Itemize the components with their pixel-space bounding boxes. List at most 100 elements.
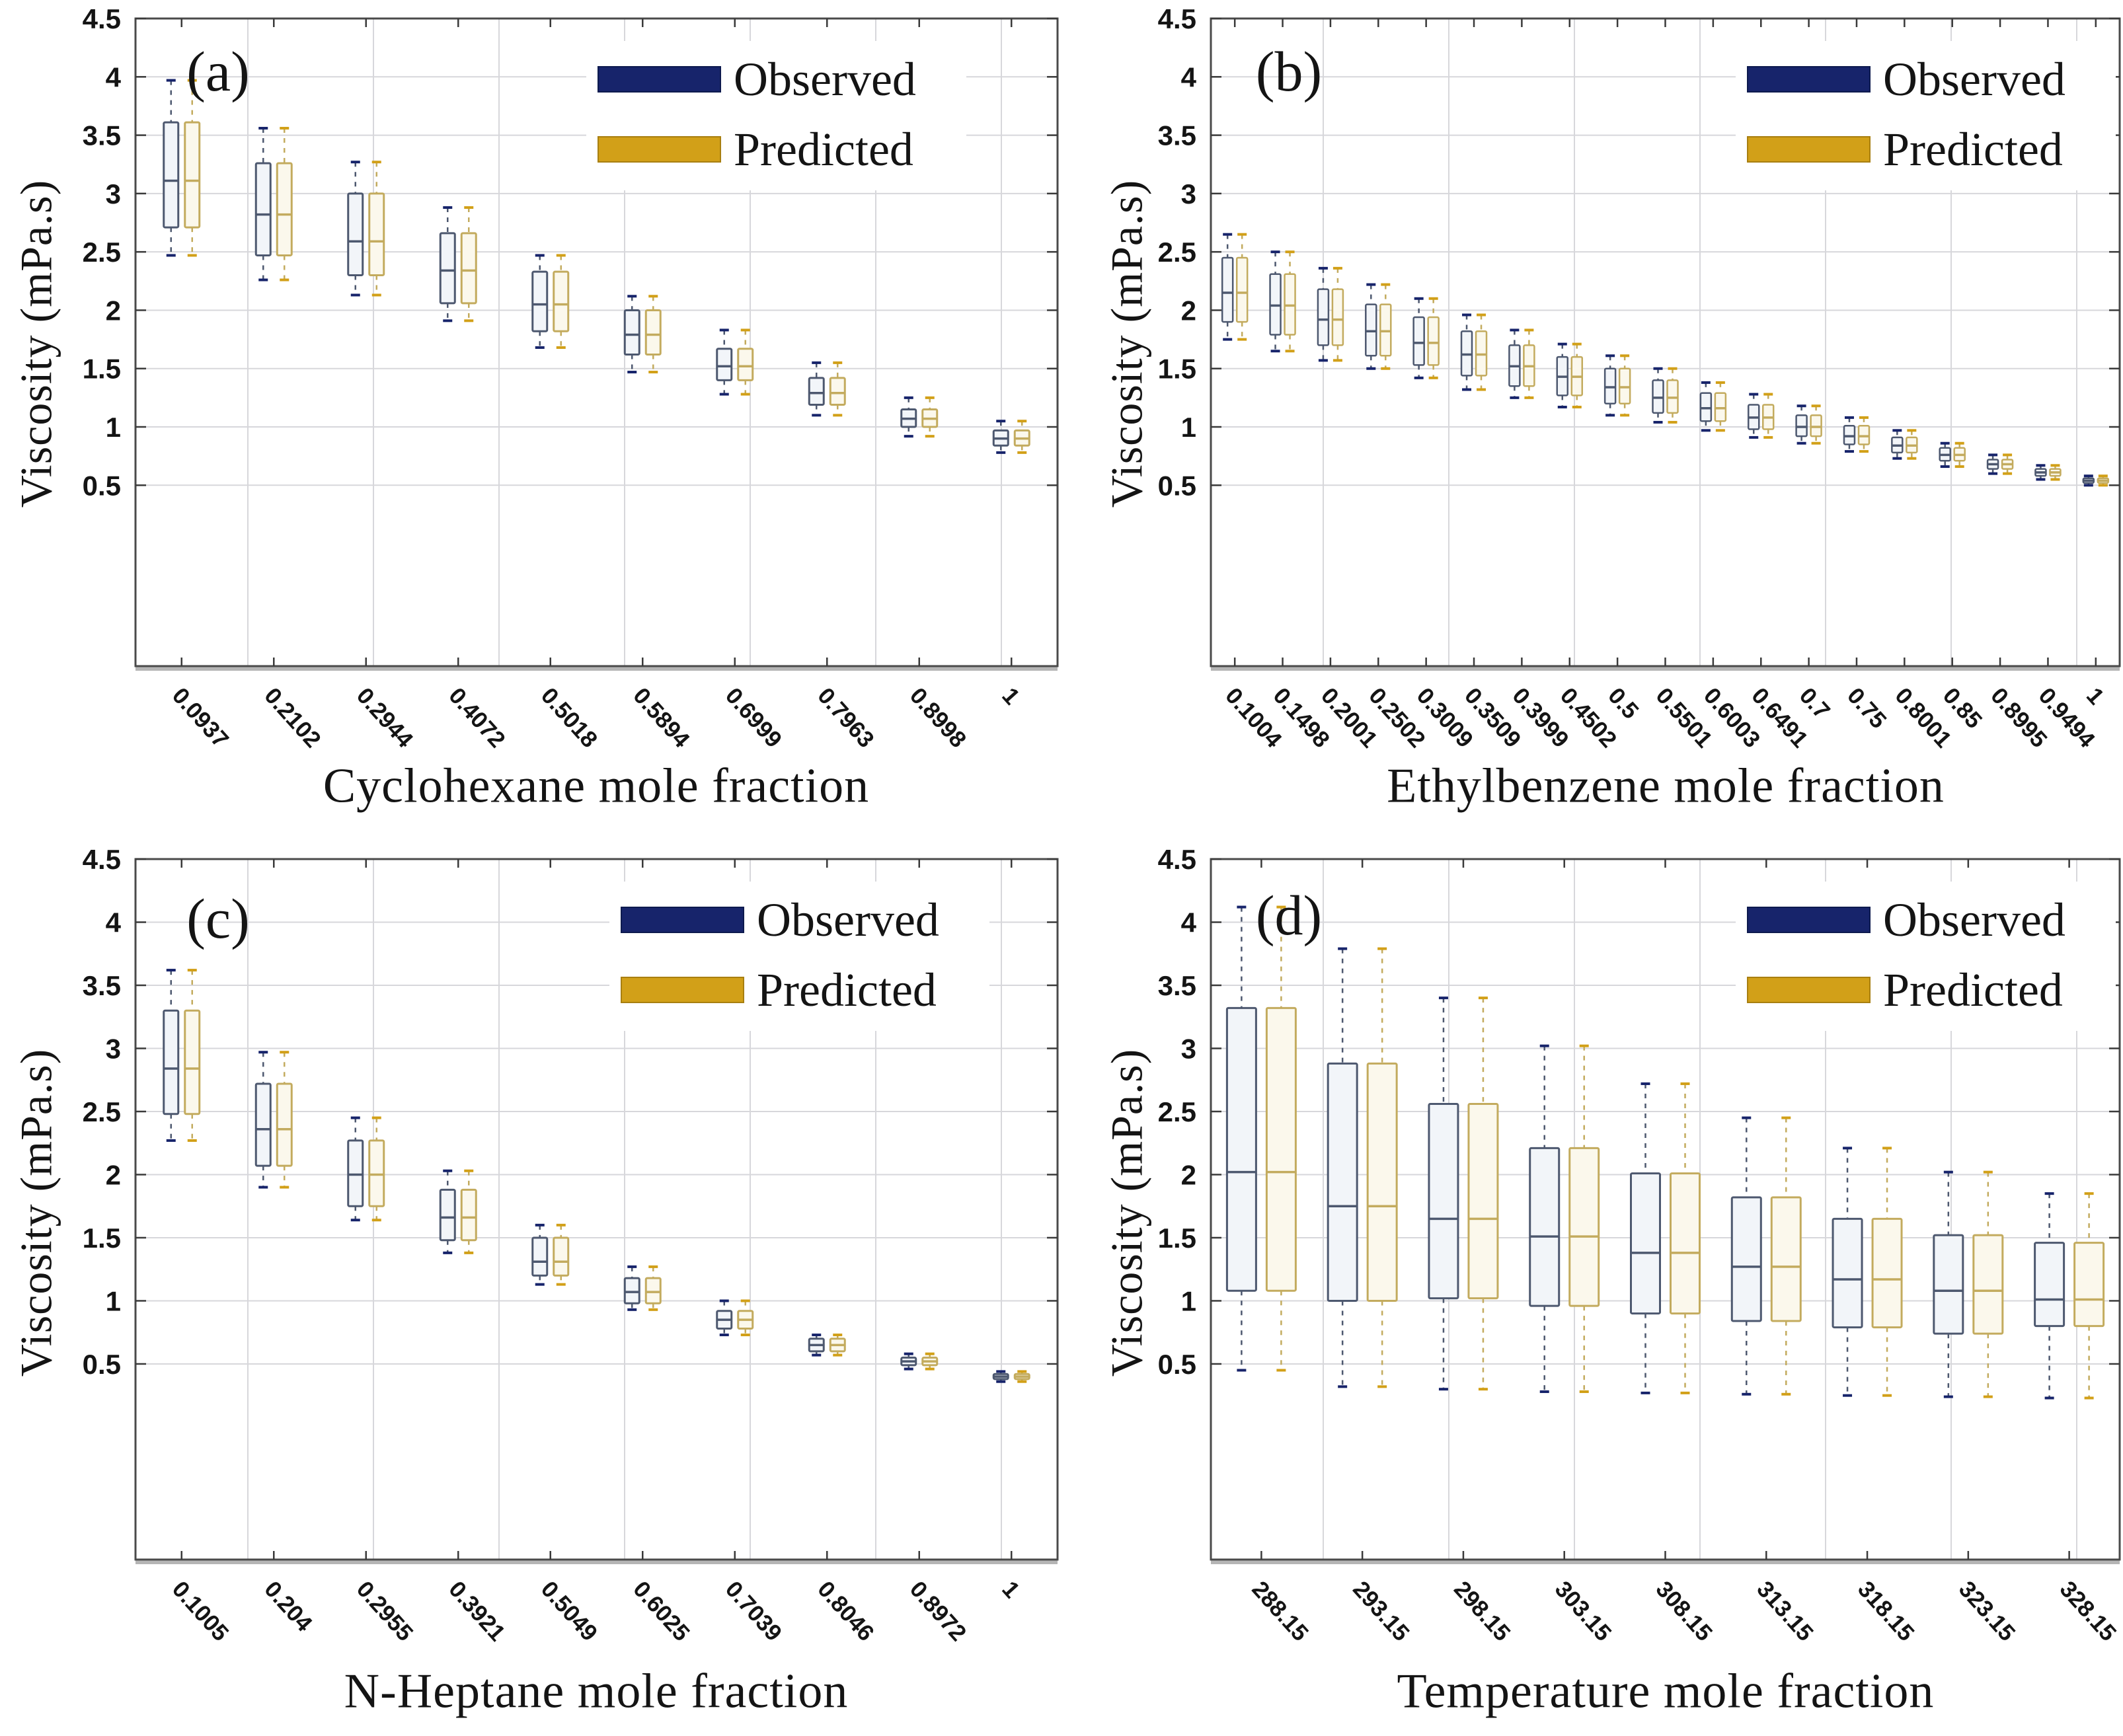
whisker-cap-bottom (464, 1251, 474, 1254)
whisker-cap-top (1377, 947, 1387, 950)
box-observed-0.75 (1843, 416, 1856, 453)
x-tick-label: 0.5894 (628, 683, 695, 753)
box-observed-0.2001 (1317, 266, 1330, 362)
whisker-cap-bottom (1715, 429, 1725, 432)
whisker-cap-top (1701, 381, 1711, 384)
iqr-box (1618, 367, 1631, 404)
legend-label-predicted: Predicted (757, 963, 937, 1016)
whisker-cap-top (719, 328, 729, 332)
x-tick-label: 0.0937 (167, 683, 234, 753)
x-tick-label: 0.6999 (720, 683, 787, 753)
whisker-cap-bottom (187, 254, 197, 257)
y-tick-label: 3.5 (83, 120, 121, 151)
whisker-cap-bottom (1843, 1394, 1853, 1397)
whisker-cap-top (627, 295, 637, 298)
whisker-cap-top (1332, 266, 1342, 270)
whisker-cap-top (1983, 1170, 1993, 1174)
y-tick-label: 1.5 (1158, 1223, 1196, 1254)
whisker-cap-bottom (1223, 338, 1233, 341)
box-predicted-0.2955 (368, 1116, 385, 1222)
plot-frame (134, 17, 1059, 667)
legend-label-observed: Observed (1883, 53, 2065, 106)
iqr-box (716, 348, 733, 381)
whisker-cap-bottom (1237, 338, 1247, 341)
observed-boxes (1221, 233, 2095, 487)
iqr-box (1331, 288, 1344, 346)
whisker-cap-top (740, 328, 750, 332)
box-observed-0.2944 (347, 161, 364, 297)
whisker-cap-top (1859, 416, 1869, 419)
whisker-cap-bottom (1653, 420, 1663, 424)
x-tick-label: 303.15 (1550, 1576, 1617, 1646)
plot-frame (134, 858, 1059, 1561)
iqr-box (460, 1188, 477, 1242)
x-tick-label: 318.15 (1853, 1576, 1919, 1646)
box-predicted-0.5049 (553, 1223, 570, 1286)
legend-background (609, 882, 989, 1031)
iqr-box (1832, 1217, 1863, 1329)
whisker-cap-bottom (904, 1367, 913, 1371)
panel-d-ylabel: Viscosity (mPa.s) (1101, 1048, 1152, 1377)
legend-label-observed: Observed (1883, 893, 2065, 946)
box-predicted-0.4072 (460, 206, 477, 322)
whisker-cap-top (1572, 342, 1582, 346)
x-tick-label: 0.2955 (352, 1576, 418, 1646)
box-predicted-0.6003 (1714, 381, 1727, 432)
iqr-box (347, 192, 364, 276)
whisker-cap-top (2044, 1192, 2054, 1195)
iqr-box (254, 162, 272, 256)
y-tick-label: 3 (106, 178, 121, 209)
x-tick-label: 0.204 (259, 1576, 317, 1637)
legend-swatch-observed (621, 907, 744, 933)
predicted-boxes (1265, 905, 2105, 1400)
whisker-cap-bottom (1478, 1388, 1488, 1391)
box-predicted-0.6491 (1761, 393, 1775, 439)
x-tick-label: 328.15 (2055, 1576, 2122, 1646)
whisker-cap-bottom (350, 293, 360, 297)
box-observed-0.8995 (1986, 453, 1999, 475)
box-predicted-0.0937 (184, 79, 201, 257)
whisker-cap-bottom (1414, 376, 1424, 379)
whisker-cap-bottom (833, 1353, 843, 1357)
panel-a-letter: (a) (186, 40, 250, 103)
panel-b-xlabel: Ethylbenzene mole fraction (1387, 759, 1945, 813)
box-observed-0.4072 (439, 206, 456, 322)
box-predicted-0.8972 (921, 1352, 939, 1371)
whisker-cap-top (1763, 393, 1773, 396)
whisker-cap-top (1524, 328, 1534, 332)
box-observed-0.85 (1939, 441, 1951, 469)
box-predicted-0.1004 (1235, 233, 1249, 341)
whisker-cap-top (1237, 233, 1247, 236)
y-tick-label: 2 (1181, 295, 1196, 326)
panel-c-ylabel: Viscosity (mPa.s) (11, 1048, 61, 1377)
iqr-box (1857, 425, 1871, 445)
whisker-cap-top (371, 1116, 381, 1119)
y-tick-label: 1.5 (83, 1223, 121, 1254)
whisker-cap-bottom (1438, 1388, 1448, 1391)
whisker-cap-bottom (1332, 359, 1342, 362)
whisker-cap-bottom (1318, 359, 1328, 362)
box-observed-0.7 (1795, 404, 1808, 445)
box-predicted-1 (2097, 474, 2110, 487)
whisker-cap-top (1510, 328, 1520, 332)
iqr-box (1714, 392, 1727, 422)
whisker-cap-top (1811, 404, 1821, 408)
whisker-cap-top (1680, 1082, 1690, 1085)
iqr-box (1795, 414, 1808, 437)
y-tick-label: 2 (1181, 1159, 1196, 1190)
legend-background (1736, 41, 2116, 190)
box-predicted-0.3921 (460, 1169, 477, 1254)
iqr-box (368, 192, 385, 276)
box-predicted-0.2102 (276, 126, 293, 282)
y-tick-label: 2 (106, 1159, 121, 1190)
whisker-cap-bottom (2050, 478, 2060, 481)
x-tick-label: 0.8046 (812, 1576, 879, 1646)
box-predicted-0.85 (1953, 441, 1966, 469)
box-predicted-0.5 (1618, 354, 1631, 417)
whisker-cap-bottom (812, 1353, 822, 1357)
iqr-box (1630, 1172, 1661, 1315)
box-observed-0.3921 (439, 1169, 456, 1254)
whisker-cap-top (187, 79, 197, 82)
legend-swatch-predicted (1747, 977, 1871, 1003)
whisker-cap-bottom (1620, 414, 1630, 417)
